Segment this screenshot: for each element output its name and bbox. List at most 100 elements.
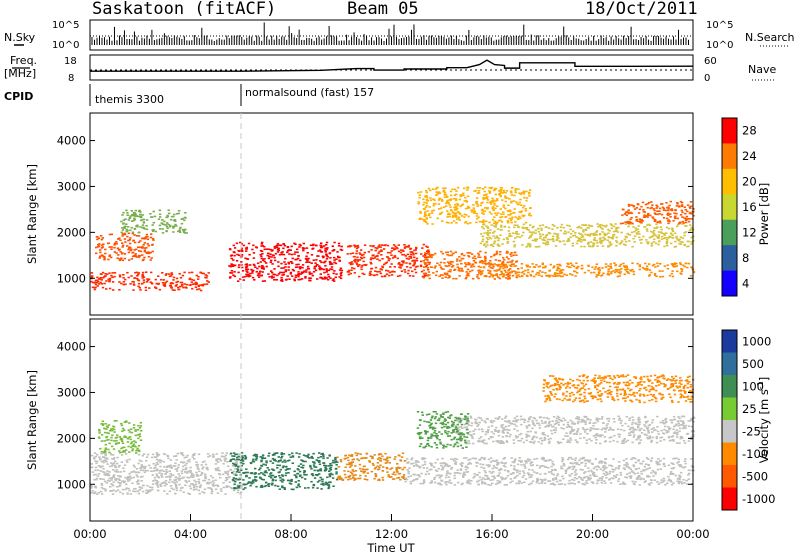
data-cell bbox=[374, 270, 377, 272]
data-cell bbox=[690, 465, 694, 467]
data-cell bbox=[124, 476, 127, 479]
data-cell bbox=[140, 466, 143, 468]
data-cell bbox=[425, 218, 428, 220]
data-cell bbox=[395, 468, 398, 471]
data-cell bbox=[419, 265, 423, 268]
data-cell bbox=[195, 283, 198, 286]
data-cell bbox=[499, 273, 502, 276]
data-cell bbox=[669, 473, 672, 476]
data-cell bbox=[680, 268, 683, 270]
data-cell bbox=[237, 249, 240, 252]
data-cell bbox=[242, 244, 245, 247]
data-cell bbox=[144, 469, 148, 472]
data-cell bbox=[275, 279, 278, 281]
data-cell bbox=[293, 253, 296, 255]
data-cell bbox=[486, 226, 489, 228]
data-cell bbox=[493, 278, 496, 280]
data-cell bbox=[453, 197, 456, 200]
data-cell bbox=[105, 428, 108, 430]
data-cell bbox=[106, 470, 109, 472]
data-cell bbox=[224, 472, 227, 474]
data-cell bbox=[202, 466, 205, 468]
data-cell bbox=[627, 233, 631, 236]
data-cell bbox=[421, 464, 425, 466]
data-cell bbox=[90, 463, 93, 465]
data-cell bbox=[687, 469, 690, 472]
data-cell bbox=[118, 275, 122, 278]
data-cell bbox=[660, 238, 664, 240]
data-cell bbox=[446, 470, 449, 472]
data-cell bbox=[100, 434, 104, 436]
data-cell bbox=[460, 465, 464, 468]
data-cell bbox=[186, 460, 190, 462]
data-cell bbox=[614, 223, 617, 225]
data-cell bbox=[232, 452, 236, 454]
data-cell bbox=[110, 483, 113, 485]
data-cell bbox=[158, 459, 161, 461]
data-cell bbox=[425, 191, 428, 194]
data-cell bbox=[400, 260, 404, 263]
data-cell bbox=[650, 201, 653, 203]
data-cell bbox=[113, 428, 116, 431]
data-cell bbox=[622, 262, 625, 265]
data-cell bbox=[424, 265, 428, 268]
data-cell bbox=[252, 454, 255, 457]
data-cell bbox=[160, 473, 164, 475]
data-cell bbox=[309, 279, 312, 282]
data-cell bbox=[614, 268, 617, 271]
data-cell bbox=[494, 226, 497, 228]
data-cell bbox=[518, 201, 521, 204]
data-cell bbox=[645, 265, 649, 268]
data-cell bbox=[212, 456, 215, 458]
data-cell bbox=[108, 442, 111, 445]
data-cell bbox=[573, 234, 577, 237]
data-cell bbox=[294, 274, 298, 277]
data-cell bbox=[91, 286, 95, 289]
data-cell bbox=[358, 252, 361, 254]
data-cell bbox=[685, 225, 688, 227]
data-cell bbox=[105, 460, 108, 463]
data-cell bbox=[150, 456, 154, 459]
data-cell bbox=[552, 483, 555, 486]
data-cell bbox=[215, 453, 218, 455]
data-cell bbox=[245, 246, 248, 249]
data-cell bbox=[118, 451, 122, 454]
data-cell bbox=[597, 225, 600, 228]
data-cell bbox=[634, 229, 638, 231]
data-cell bbox=[232, 265, 235, 267]
data-cell bbox=[105, 288, 108, 290]
data-cell bbox=[452, 215, 455, 217]
noise-left-tick-bottom: 10^0 bbox=[52, 40, 79, 51]
data-cell bbox=[414, 461, 418, 464]
data-cell bbox=[473, 212, 476, 214]
data-cell bbox=[179, 231, 182, 233]
data-cell bbox=[112, 481, 115, 483]
cpid-segment-1: themis 3300 bbox=[95, 93, 164, 106]
data-cell bbox=[278, 464, 282, 467]
data-cell bbox=[132, 240, 135, 242]
data-cell bbox=[138, 433, 141, 435]
data-cell bbox=[102, 452, 106, 454]
data-cell bbox=[175, 481, 178, 483]
data-cell bbox=[148, 490, 152, 493]
data-cell bbox=[449, 209, 453, 211]
data-cell bbox=[177, 210, 181, 212]
data-cell bbox=[566, 240, 569, 243]
data-cell bbox=[574, 459, 577, 461]
data-cell bbox=[186, 472, 189, 474]
data-cell bbox=[667, 475, 670, 478]
data-cell bbox=[355, 250, 359, 252]
data-cell bbox=[517, 188, 520, 190]
data-cell bbox=[455, 205, 458, 208]
data-cell bbox=[172, 231, 175, 233]
data-cell bbox=[123, 227, 126, 229]
data-cell bbox=[399, 251, 403, 254]
data-cell bbox=[157, 486, 160, 488]
data-cell bbox=[513, 245, 516, 248]
data-cell bbox=[484, 245, 488, 248]
data-cell bbox=[318, 469, 321, 471]
data-cell bbox=[118, 248, 121, 251]
data-cell bbox=[157, 283, 160, 285]
data-cell bbox=[528, 245, 532, 248]
data-cell bbox=[160, 482, 163, 485]
